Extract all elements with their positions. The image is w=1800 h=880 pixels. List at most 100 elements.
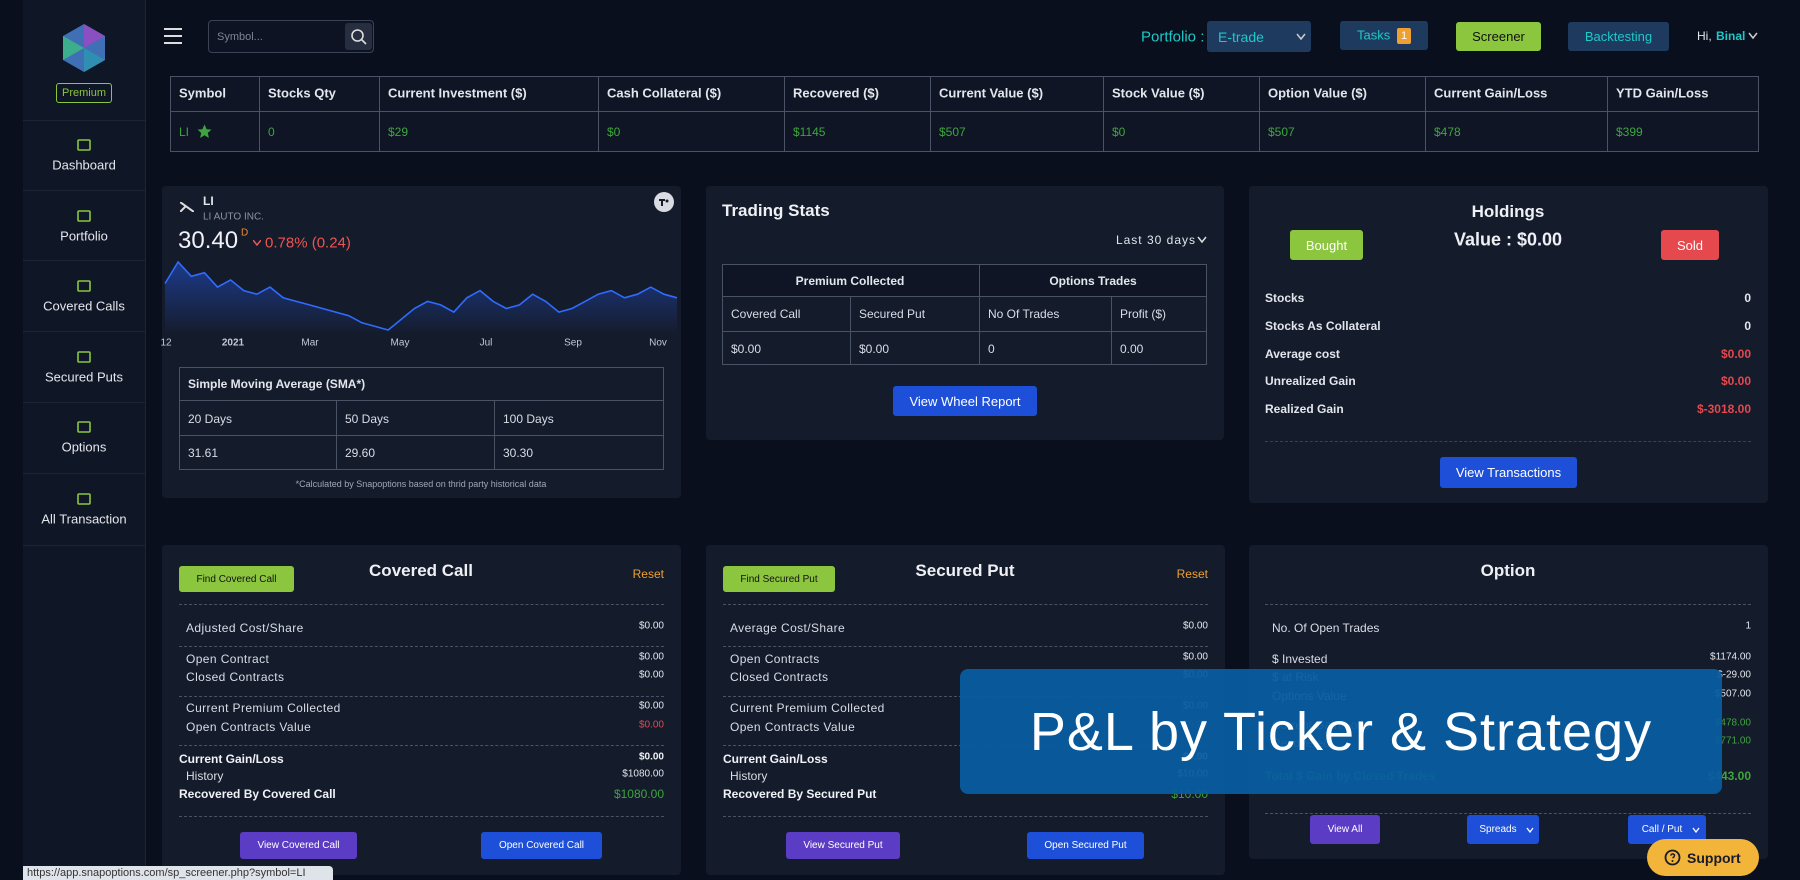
nav-icon (77, 210, 91, 222)
spreads-button[interactable]: Spreads (1467, 815, 1539, 844)
holding-value: $0.00 (1720, 374, 1751, 388)
nav-item[interactable]: Covered Calls (43, 298, 125, 314)
table-cell: $399 (1616, 125, 1643, 139)
sma-header: 100 Days (503, 412, 554, 426)
view-button[interactable]: View Secured Put (786, 832, 900, 859)
table-cell: $478 (1434, 125, 1461, 139)
divider (722, 296, 1207, 297)
x-axis-label: Sep (564, 337, 582, 349)
chevron (1526, 827, 1534, 833)
nav-item[interactable]: Dashboard (52, 157, 116, 173)
bought-button[interactable]: Bought (1290, 230, 1363, 260)
divider (1425, 76, 1426, 152)
table-cell: $29 (388, 125, 409, 139)
metric-label: Average Cost/Share (730, 621, 846, 635)
metric-value: $0.00 (638, 700, 664, 712)
nav-item[interactable]: Options (61, 439, 107, 455)
backtesting-button[interactable]: Backtesting (1568, 22, 1669, 51)
x-axis-label: 2021 (221, 337, 245, 349)
nav-item[interactable]: All Transaction (41, 511, 127, 527)
tasks-count: 1 (1397, 28, 1411, 44)
history-label: History (186, 769, 224, 783)
view-all-button[interactable]: View All (1310, 815, 1380, 844)
divider (1265, 604, 1751, 605)
metric-value: $0.00 (638, 669, 664, 681)
x-axis-label: Nov (649, 337, 667, 349)
card-title: Covered Call (369, 561, 473, 580)
divider (179, 745, 664, 746)
table-header: Cash Collateral ($) (607, 85, 722, 101)
tasks-button[interactable] (1340, 21, 1428, 50)
nav-icon (77, 351, 91, 363)
table-cell: $507 (1268, 125, 1295, 139)
table-header: Current Gain/Loss (1434, 85, 1548, 101)
reset-link[interactable]: Reset (1176, 567, 1208, 581)
gain-label: Current Gain/Loss (179, 752, 284, 766)
down-arrow (253, 240, 261, 246)
chevron (1748, 32, 1758, 40)
screener-button[interactable]: Screener (1456, 22, 1541, 51)
divider (1103, 76, 1104, 152)
nav-icon (77, 280, 91, 292)
sold-button[interactable]: Sold (1661, 230, 1719, 260)
divider (23, 120, 146, 121)
divider (723, 604, 1208, 605)
search-button[interactable] (345, 23, 372, 50)
portfolio-select[interactable] (1207, 21, 1311, 52)
table-cell: 0 (268, 125, 275, 139)
chevron (1296, 33, 1306, 41)
history-label: History (730, 769, 768, 783)
x-axis-label: May (390, 337, 410, 349)
metric-value: $0.00 (638, 719, 664, 731)
divider (170, 111, 1759, 112)
x-axis-label: 12 (160, 337, 172, 349)
holding-value: 0 (1744, 319, 1751, 333)
stats-header: Profit ($) (1120, 307, 1167, 321)
search-placeholder: Symbol... (217, 31, 263, 43)
open-button[interactable]: Open Secured Put (1027, 832, 1144, 859)
price-flag: D (241, 227, 249, 239)
option-value: $771.00 (1714, 735, 1751, 747)
stats-header: Secured Put (859, 307, 926, 321)
table-header: Stocks Qty (268, 85, 336, 101)
period-select[interactable]: Last 30 days (1115, 233, 1196, 247)
sma-header: 20 Days (188, 412, 233, 426)
transactions-button[interactable]: View Transactions (1440, 457, 1577, 488)
metric-value: $0.00 (638, 620, 664, 632)
wheel-report-button[interactable]: View Wheel Report (893, 386, 1037, 416)
divider (23, 545, 146, 546)
divider (723, 646, 1208, 647)
history-value: $1080.00 (622, 768, 664, 780)
open-button[interactable]: Open Covered Call (481, 832, 602, 859)
user-name[interactable]: Binal (1716, 29, 1746, 43)
divider (336, 400, 337, 470)
table-cell: LI (179, 125, 190, 139)
stock-price: 30.40 (178, 227, 239, 254)
table-header: Stock Value ($) (1112, 85, 1205, 101)
divider (23, 402, 146, 403)
nav-item[interactable]: Portfolio (60, 228, 108, 244)
table-header: Recovered ($) (793, 85, 879, 101)
recovered-label: Recovered By Covered Call (179, 787, 336, 801)
price-change: 0.78% (0.24) (265, 234, 351, 252)
covered-call-card (162, 545, 681, 875)
find-button[interactable]: Find Covered Call (179, 566, 294, 592)
view-button[interactable]: View Covered Call (240, 832, 357, 859)
nav-item[interactable]: Secured Puts (44, 369, 124, 385)
metric-value: $0.00 (638, 651, 664, 663)
stats-table (722, 264, 1207, 365)
metric-label: Closed Contracts (730, 670, 829, 684)
stats-table-head (723, 265, 1206, 296)
table-header: Current Investment ($) (388, 85, 527, 101)
table-header: YTD Gain/Loss (1616, 85, 1709, 101)
reset-link[interactable]: Reset (632, 567, 664, 581)
divider (930, 76, 931, 152)
divider (379, 76, 380, 152)
nav-icon (77, 139, 91, 151)
logo (63, 24, 105, 72)
card-title: Trading Stats (722, 201, 830, 220)
find-button[interactable]: Find Secured Put (723, 566, 835, 592)
metric-label: Adjusted Cost/Share (186, 621, 304, 635)
metric-label: Open Contracts (730, 652, 820, 666)
stats-value: 0 (988, 342, 995, 356)
